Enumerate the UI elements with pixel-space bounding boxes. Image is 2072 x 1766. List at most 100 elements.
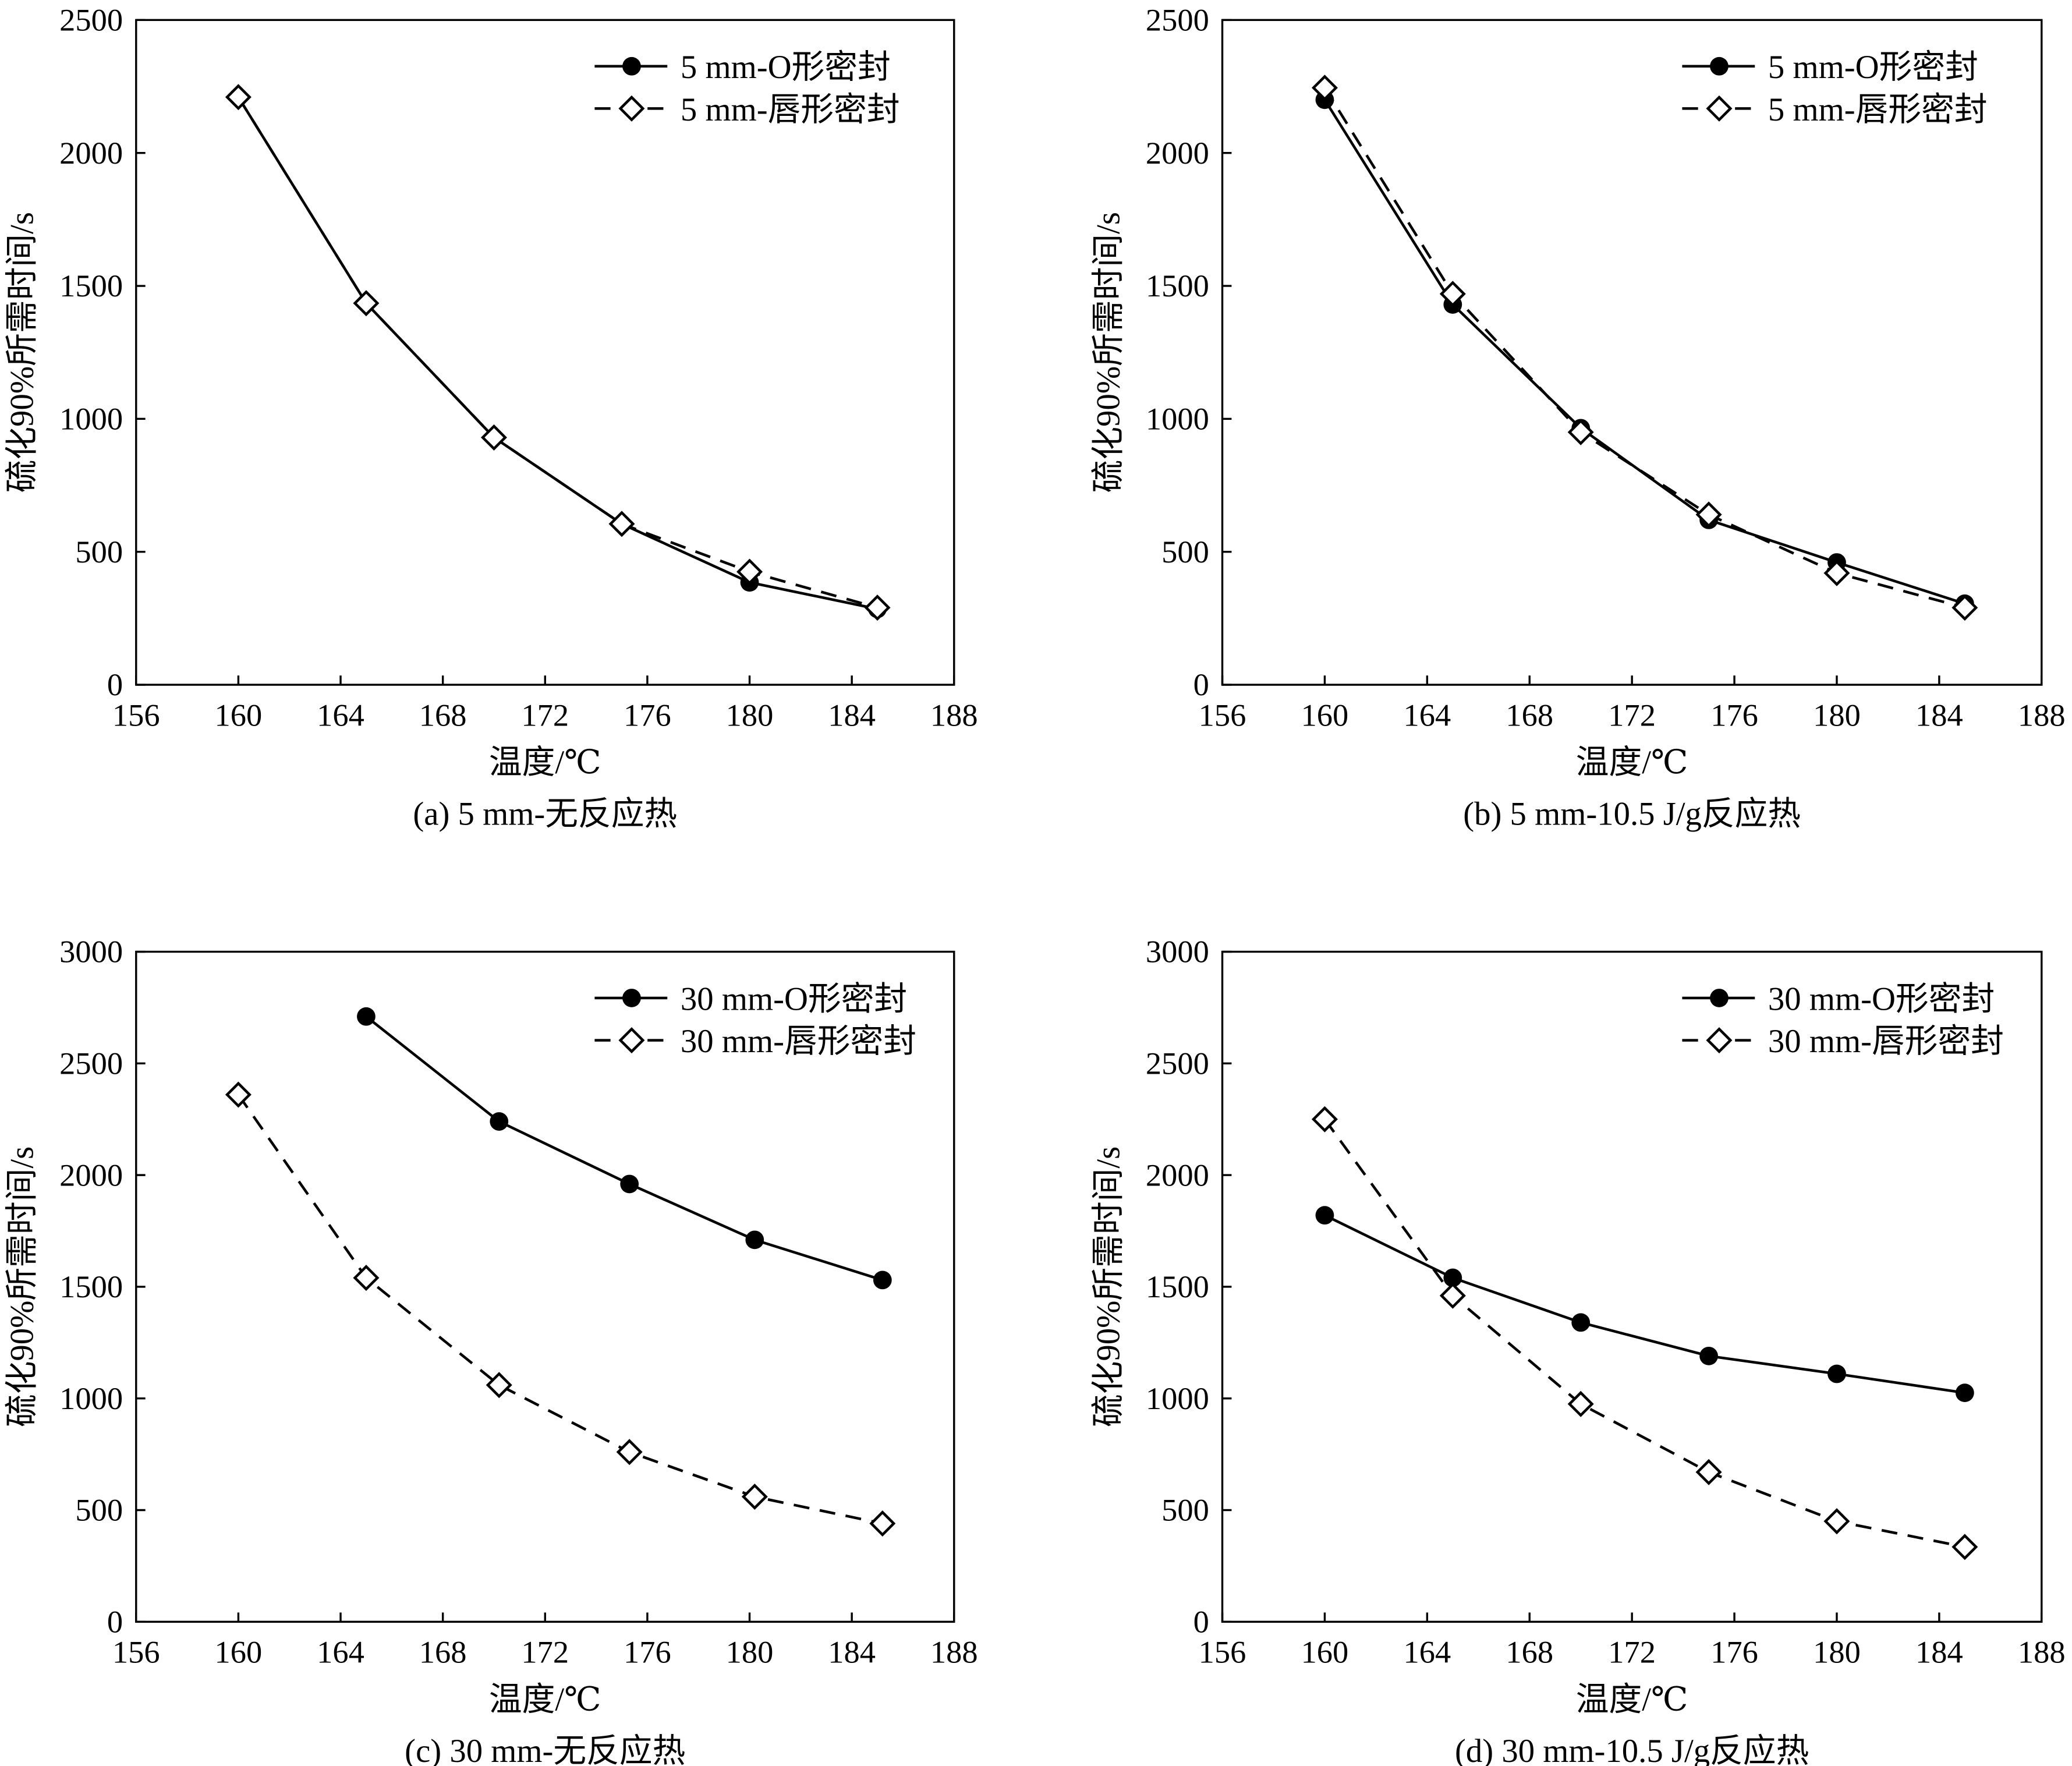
data-point-1 [353, 1265, 380, 1291]
x-tick-label: 156 [1199, 1634, 1246, 1670]
data-point-0 [1955, 1383, 1974, 1403]
x-tick-label: 164 [317, 697, 364, 732]
series-line-0 [237, 96, 878, 611]
x-tick-label: 172 [1608, 1634, 1656, 1670]
legend-label: 30 mm-唇形密封 [1768, 1023, 2004, 1060]
x-tick-label: 172 [521, 1634, 569, 1670]
x-tick-label: 188 [930, 1634, 978, 1670]
x-tick-label: 176 [624, 697, 671, 732]
y-tick-label: 1500 [1146, 1269, 1209, 1304]
data-point-1 [486, 1372, 512, 1399]
data-point-1 [1951, 594, 1978, 621]
y-tick-label: 1000 [59, 401, 123, 437]
legend-label: 5 mm-O形密封 [1768, 49, 1978, 86]
x-tick-label: 180 [1813, 697, 1861, 732]
series-line-0 [1323, 99, 1965, 605]
data-point-1 [225, 84, 252, 111]
y-tick-label: 0 [1193, 667, 1209, 702]
y-tick-label: 0 [107, 667, 123, 702]
legend-marker-1 [1706, 95, 1733, 122]
data-point-1 [1695, 1459, 1722, 1485]
legend-marker-0 [1710, 989, 1729, 1007]
data-point-1 [616, 1439, 643, 1466]
chart-panel-c: 156 160 164 168 172 176 180 184 188 0 500 1000 1500 2… [4, 934, 978, 1766]
chart-panel-a: 156 160 164 168 172 176 180 184 188 0 500 1000 1500 2… [4, 2, 978, 832]
data-point-1 [1311, 1106, 1338, 1132]
data-point-1 [1439, 1282, 1466, 1309]
data-point-0 [490, 1112, 509, 1131]
data-point-0 [1443, 1268, 1462, 1287]
y-tick-label: 1000 [1146, 401, 1209, 437]
x-axis-label: 温度/℃ [489, 744, 601, 781]
data-point-1 [1439, 281, 1466, 307]
data-point-1 [1567, 1390, 1594, 1417]
x-tick-label: 184 [828, 1634, 876, 1670]
y-tick-label: 2500 [1146, 1045, 1209, 1081]
data-point-1 [1567, 419, 1594, 445]
y-tick-label: 2500 [59, 2, 123, 37]
data-point-0 [620, 1174, 639, 1194]
series-line-1 [1323, 87, 1965, 609]
y-tick-label: 0 [1193, 1604, 1209, 1639]
data-point-0 [1699, 1346, 1718, 1365]
data-point-1 [608, 511, 635, 537]
x-tick-label: 176 [1710, 1634, 1758, 1670]
x-tick-label: 168 [1506, 1634, 1553, 1670]
chart-caption: (a) 5 mm-无反应热 [413, 796, 677, 833]
x-tick-label: 156 [112, 697, 160, 732]
series-line-1 [237, 1093, 883, 1525]
data-point-0 [1827, 1364, 1846, 1383]
legend-label: 30 mm-O形密封 [1768, 981, 1995, 1017]
y-tick-label: 2500 [1146, 2, 1209, 37]
data-point-1 [736, 558, 763, 585]
chart-panel-d: 156 160 164 168 172 176 180 184 188 0 500 1000 1500 2… [1090, 934, 2065, 1766]
y-axis-label: 硫化90%所需时间/s [1090, 1146, 1127, 1427]
x-tick-label: 184 [1915, 697, 1963, 732]
y-tick-label: 2500 [59, 1045, 123, 1081]
x-tick-label: 156 [112, 1634, 160, 1670]
data-point-1 [864, 594, 891, 621]
y-tick-label: 1000 [59, 1381, 123, 1416]
x-tick-label: 176 [1710, 697, 1758, 732]
y-tick-label: 500 [75, 1492, 123, 1528]
chart-caption: (c) 30 mm-无反应热 [405, 1733, 685, 1766]
x-tick-label: 172 [1608, 697, 1656, 732]
legend-marker-0 [622, 56, 641, 76]
y-tick-label: 2000 [59, 135, 123, 171]
x-tick-label: 176 [624, 1634, 671, 1670]
y-tick-label: 500 [1161, 1492, 1209, 1528]
y-tick-label: 3000 [1146, 934, 1209, 969]
data-point-1 [353, 290, 380, 317]
x-tick-label: 188 [2018, 1634, 2066, 1670]
x-tick-label: 160 [1301, 697, 1349, 732]
data-point-0 [1315, 1206, 1334, 1225]
y-tick-label: 1500 [59, 1269, 123, 1304]
y-axis-label: 硫化90%所需时间/s [1090, 212, 1127, 493]
x-tick-label: 168 [419, 1634, 467, 1670]
x-tick-label: 168 [419, 697, 467, 732]
x-axis-label: 温度/℃ [1576, 744, 1688, 781]
legend-marker-0 [622, 989, 641, 1007]
legend-label: 30 mm-O形密封 [681, 981, 907, 1017]
data-point-1 [741, 1483, 768, 1510]
chart-caption: (d) 30 mm-10.5 J/g反应热 [1455, 1733, 1809, 1766]
series-line-0 [1324, 1214, 1965, 1395]
y-tick-label: 2000 [59, 1157, 123, 1192]
y-tick-label: 0 [107, 1604, 123, 1639]
x-tick-label: 160 [1301, 1634, 1349, 1670]
series-line-1 [237, 96, 878, 609]
chart-caption: (b) 5 mm-10.5 J/g反应热 [1463, 796, 1801, 833]
data-point-0 [1571, 1313, 1591, 1332]
y-axis-label: 硫化90%所需时间/s [4, 1146, 41, 1427]
x-tick-label: 160 [215, 697, 263, 732]
data-point-1 [1311, 75, 1338, 101]
x-tick-label: 180 [726, 1634, 774, 1670]
data-point-1 [1823, 1508, 1850, 1535]
y-tick-label: 1500 [1146, 268, 1209, 303]
x-tick-label: 168 [1506, 697, 1553, 732]
data-point-1 [480, 424, 507, 451]
legend-label: 5 mm-O形密封 [681, 49, 891, 86]
series-line-1 [1323, 1118, 1965, 1549]
y-axis-label: 硫化90%所需时间/s [4, 212, 41, 493]
